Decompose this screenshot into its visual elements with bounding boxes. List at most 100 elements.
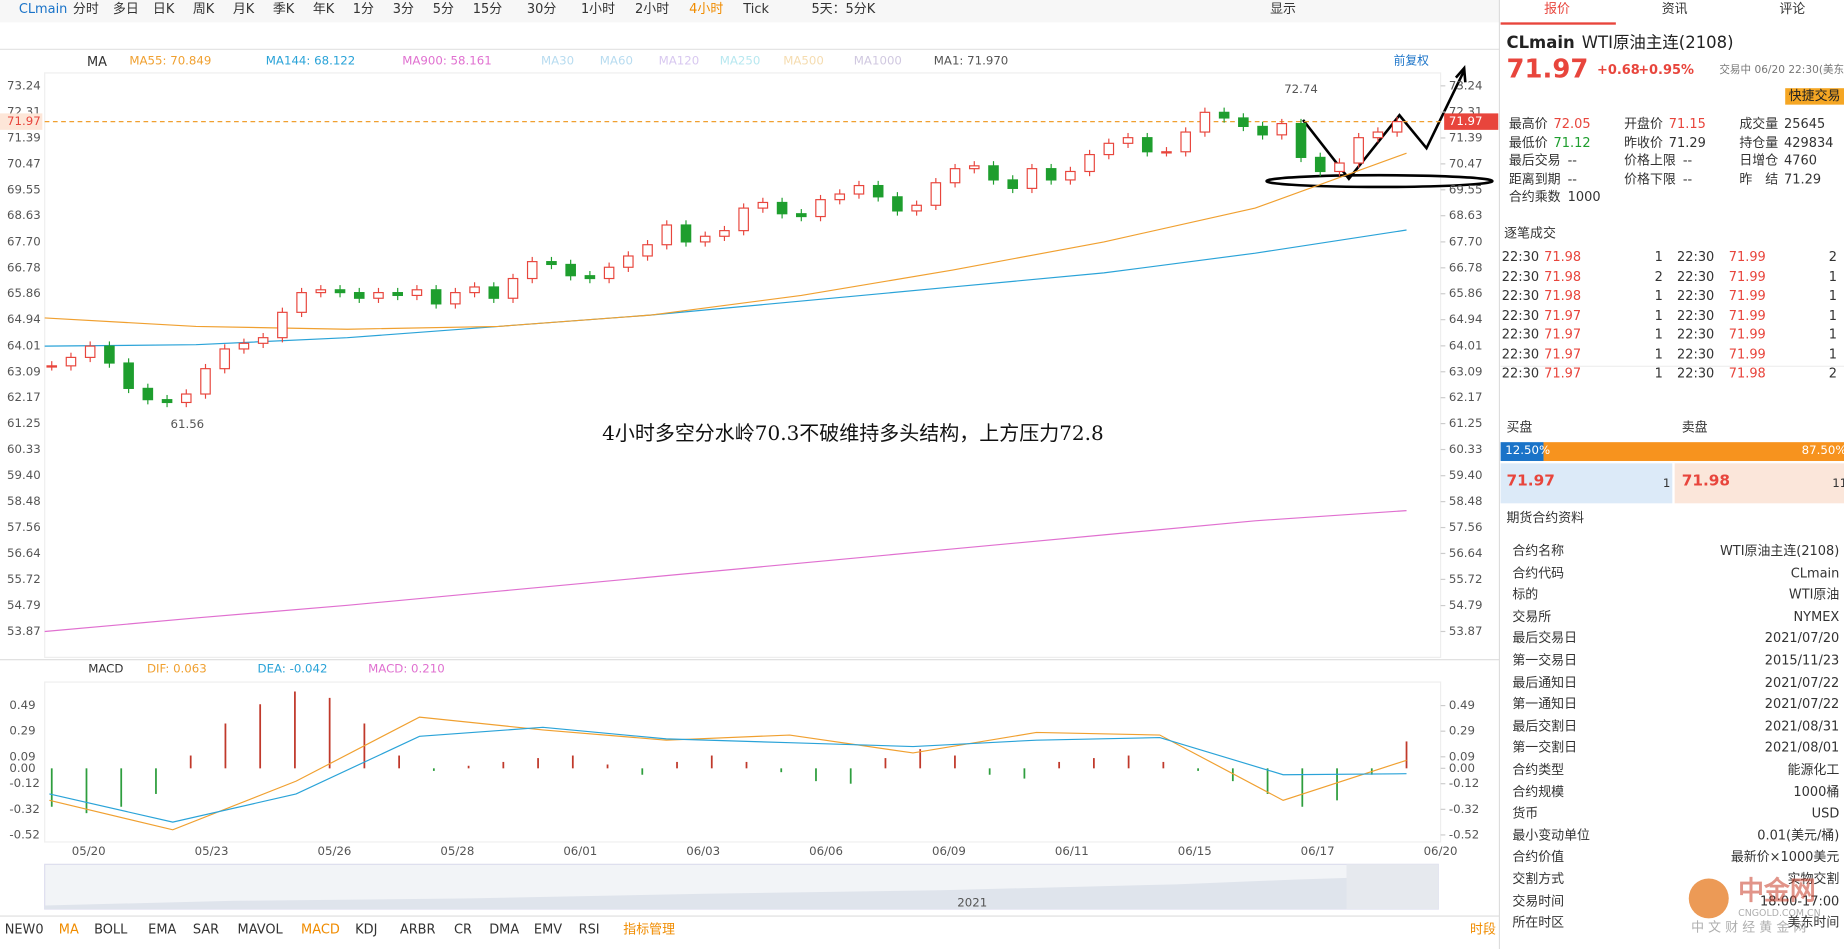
ma-legend: MA250 <box>719 55 761 69</box>
period-tab[interactable]: 周K <box>192 1 215 17</box>
candle <box>815 199 826 218</box>
trade-cell: 71.99 <box>1728 326 1766 343</box>
period-tab[interactable]: 1分 <box>352 1 374 17</box>
navigator-window[interactable] <box>1346 864 1439 910</box>
period-button[interactable]: 时段 <box>1470 921 1496 938</box>
quick-trade-button[interactable]: 快捷交易 <box>1785 88 1844 105</box>
y-tick-label: 64.94 <box>7 312 41 326</box>
panel-tab[interactable]: 报价 <box>1544 1 1570 17</box>
period-tab[interactable]: 分时 <box>72 1 99 17</box>
period-tab[interactable]: 5分 <box>432 1 454 17</box>
y-tick-label: -0.52 <box>1449 827 1479 841</box>
candle <box>1257 125 1268 136</box>
candle <box>872 184 884 198</box>
info-value: 2021/07/22 <box>1764 696 1840 712</box>
candle <box>603 266 615 280</box>
adjust-button[interactable]: 前复权 <box>1393 55 1429 69</box>
y-tick-label: 66.78 <box>7 260 41 274</box>
symbol-tab[interactable]: CLmain <box>18 1 68 17</box>
info-label: 第一通知日 <box>1512 696 1578 712</box>
y-tick-label: -0.32 <box>9 802 39 816</box>
period-tab[interactable]: 季K <box>272 1 295 17</box>
period-tab[interactable]: 多日 <box>112 1 139 17</box>
period-tab[interactable]: 5天：5分K <box>811 1 876 17</box>
ask-share <box>1543 442 1844 461</box>
y-tick-label: 64.01 <box>1449 338 1483 352</box>
candle <box>1276 123 1288 136</box>
ma-legend: MA1000 <box>853 55 902 69</box>
display-menu[interactable]: 显示 <box>1270 1 1296 17</box>
ma55-line <box>44 152 1407 330</box>
trade-cell: 71.97 <box>1544 365 1582 382</box>
indicator-tab[interactable]: RSI <box>578 921 600 938</box>
period-tab[interactable]: 30分 <box>526 1 557 17</box>
macd-legend: DEA: -0.042 <box>257 663 328 677</box>
ma-legend: MA30 <box>540 55 575 69</box>
period-tab[interactable]: Tick <box>743 1 769 17</box>
indicator-tab[interactable]: MA <box>58 921 79 938</box>
period-tab[interactable]: 15分 <box>472 1 503 17</box>
candle <box>296 292 307 313</box>
y-tick-label: 57.56 <box>7 520 41 534</box>
period-tab[interactable]: 日K <box>152 1 175 17</box>
candle <box>834 193 846 201</box>
y-tick-label: 64.01 <box>7 338 41 352</box>
indicator-tab[interactable]: EMA <box>148 921 177 938</box>
y-tick-label: 71.39 <box>1449 130 1483 144</box>
period-tab[interactable]: 2小时 <box>635 1 670 17</box>
candle <box>1334 162 1345 173</box>
indicator-tab[interactable]: CR <box>453 921 472 938</box>
x-tick-label: 05/28 <box>440 845 475 859</box>
period-tab[interactable]: 月K <box>232 1 255 17</box>
ma-legend: MA144: 68.122 <box>265 55 356 69</box>
period-tab[interactable]: 4小时 <box>689 1 724 17</box>
info-value: 2021/07/20 <box>1764 630 1840 647</box>
info-label: 最后交割日 <box>1512 718 1578 734</box>
candle <box>949 168 961 184</box>
current-price-label: 71.97 <box>7 114 41 128</box>
y-tick-label: 69.55 <box>7 182 41 196</box>
trade-cell: 1 <box>1654 365 1663 382</box>
y-tick-label: 58.48 <box>1449 494 1483 508</box>
indicator-tab[interactable]: MAVOL <box>237 921 283 938</box>
info-label: 交易时间 <box>1512 893 1565 909</box>
indicator-tab[interactable]: ARBR <box>399 921 436 938</box>
ma900-line <box>44 510 1407 633</box>
indicator-name[interactable]: MA <box>87 54 108 70</box>
watermark: 中金网 <box>1738 877 1816 907</box>
indicator-tab[interactable]: 指标管理 <box>623 921 676 938</box>
panel-tab[interactable]: 资讯 <box>1661 1 1688 17</box>
panel-tab[interactable]: 评论 <box>1779 1 1806 17</box>
trade-cell: 71.99 <box>1728 249 1766 265</box>
candle <box>65 356 77 367</box>
y-tick-label: 65.86 <box>7 286 41 300</box>
info-value: USD <box>1811 805 1840 822</box>
candle <box>930 182 942 206</box>
period-tab[interactable]: 1小时 <box>580 1 616 17</box>
indicator-tab[interactable]: BOLL <box>94 921 128 938</box>
candle <box>142 387 154 401</box>
indicator-tab[interactable]: EMV <box>533 921 563 938</box>
indicator-tab[interactable]: DMA <box>489 921 520 938</box>
trade-cell: 1 <box>1828 268 1837 284</box>
y-tick-label: 69.55 <box>1449 182 1483 196</box>
period-tab[interactable]: 年K <box>312 1 335 17</box>
indicator-tab[interactable]: NEW0 <box>4 921 44 938</box>
stat-label: 持仓量 <box>1739 134 1779 150</box>
candle <box>776 201 788 215</box>
stat-label: 价格上限 <box>1624 152 1676 169</box>
trade-cell: 1 <box>1828 326 1837 343</box>
indicator-tab[interactable]: SAR <box>192 921 220 938</box>
watermark: CNGOLD.COM.CN <box>1738 907 1821 919</box>
candle <box>257 337 269 344</box>
y-tick-label: 71.39 <box>7 130 41 144</box>
candle <box>104 345 115 364</box>
stat-value: 72.05 <box>1553 116 1591 132</box>
trade-cell: 22:30 <box>1501 346 1540 362</box>
period-tab[interactable]: 3分 <box>392 1 414 17</box>
indicator-tab[interactable]: KDJ <box>355 921 378 938</box>
indicator-name[interactable]: MACD <box>88 663 124 677</box>
info-label: 所在时区 <box>1512 915 1565 931</box>
y-tick-label: -0.52 <box>9 827 39 841</box>
indicator-tab[interactable]: MACD <box>301 921 340 938</box>
